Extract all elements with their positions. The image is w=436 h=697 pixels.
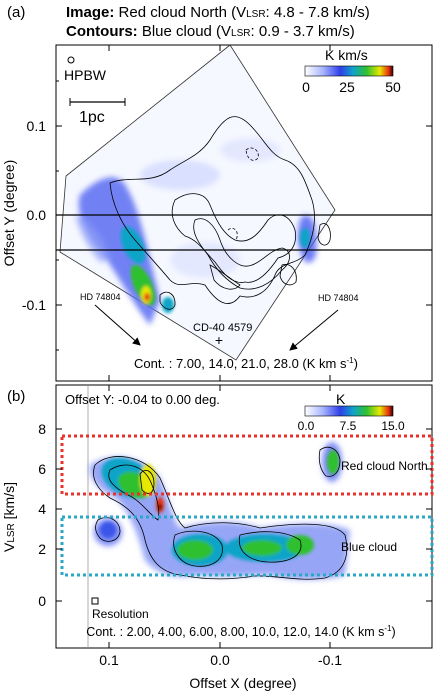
pv-emission (89, 442, 350, 580)
panel-b-xtick: -0.1 (318, 652, 342, 668)
panel-b-ytick: 8 (38, 421, 46, 437)
panel-a-title-image: Image: Red cloud North (VLSR: 4.8 - 7.8 … (66, 4, 370, 21)
hpbw-beam-marker (67, 56, 75, 64)
panel-a-ylabel: Offset Y (degree) (1, 160, 17, 267)
colorbar-b-tick: 7.5 (340, 419, 357, 433)
red-cloud-north-box (60, 434, 434, 496)
pv-contours (93, 446, 348, 580)
panel-b-tag: (b) (7, 388, 25, 405)
blue-cloud-box (60, 515, 434, 577)
blue-cloud-label: Blue cloud (341, 540, 397, 554)
scale-bar-label: 1pc (79, 109, 105, 126)
panel-b-xtick: 0.1 (99, 652, 119, 668)
panel-b-offset-label: Offset Y: -0.04 to 0.00 deg. (65, 392, 220, 407)
colorbar-a-unit: K km/s (325, 47, 368, 63)
panel-a-tag: (a) (7, 4, 25, 21)
panel-b-ylabel: VLSR [km/s] (1, 482, 17, 552)
star-marker-center: + (215, 332, 223, 348)
panel-a-ytick: -0.1 (22, 297, 46, 313)
panel-b-ytick: 4 (38, 501, 46, 517)
colorbar-b-tick: 15.0 (381, 419, 405, 433)
star-label-left: HD 74804 (80, 292, 121, 302)
star-arrow-left (94, 304, 141, 346)
panel-b-ytick: 0 (38, 593, 46, 609)
red-cloud-north-label: Red cloud North (341, 459, 428, 473)
colorbar-a-tick: 50 (385, 79, 401, 95)
colorbar-b-unit: K (336, 391, 346, 407)
star-arrow-right (289, 309, 339, 351)
panel-a-ytick: 0.1 (27, 118, 47, 134)
colorbar-b (304, 405, 394, 417)
panel-b-ticks (56, 385, 432, 648)
panel-a-title-contours: Contours: Blue cloud (VLSR: 0.9 - 3.7 km… (66, 23, 355, 40)
colorbar-a-tick: 0 (302, 79, 310, 95)
resolution-marker (91, 597, 99, 605)
star-label-center: CD-40 4579 (193, 322, 252, 334)
panel-a-contour-levels: Cont. : 7.00, 14.0, 21.0, 28.0 (K km s-1… (134, 356, 358, 371)
panel-b-ytick: 2 (38, 541, 46, 557)
panel-b-ytick: 6 (38, 461, 46, 477)
resolution-label: Resolution (92, 607, 149, 621)
colorbar-a-tick: 25 (339, 79, 355, 95)
panel-a-ticks (56, 45, 432, 381)
star-label-right: HD 74804 (318, 293, 359, 303)
colorbar-a (304, 65, 394, 77)
panel-b-xtick: 0.0 (210, 652, 230, 668)
blue-cloud-contours (109, 116, 331, 310)
panel-a-ytick: 0.0 (27, 207, 47, 223)
panel-b-xlabel: Offset X (degree) (189, 675, 296, 691)
panel-b-contour-levels: Cont. : 2.00, 4.00, 6.00, 8.00, 10.0, 12… (86, 624, 395, 639)
hpbw-label: HPBW (64, 67, 107, 83)
colorbar-b-tick: 0.0 (298, 419, 315, 433)
